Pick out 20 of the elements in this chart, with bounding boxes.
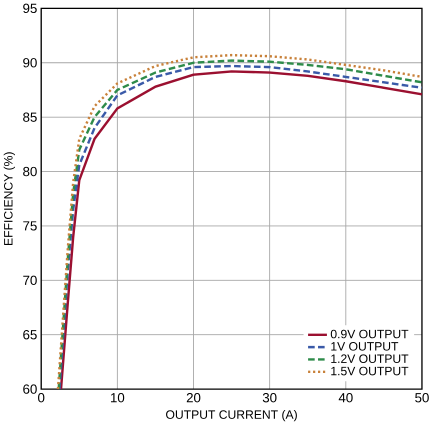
legend-label: 1.5V OUTPUT: [331, 366, 408, 376]
y-tick-label: 85: [23, 112, 37, 122]
x-tick-label: 20: [186, 393, 200, 402]
y-tick-label: 90: [23, 58, 37, 68]
x-tick-label: 10: [110, 393, 124, 402]
y-tick-label: 70: [23, 276, 37, 286]
y-tick-label: 60: [23, 384, 37, 394]
legend-label: 1V OUTPUT: [331, 342, 398, 351]
legend-label: 0.9V OUTPUT: [330, 330, 408, 338]
x-tick-label: 40: [338, 393, 353, 402]
legend-label: 1.2V OUTPUT: [331, 354, 408, 364]
x-tick-label: 50: [415, 393, 429, 402]
y-tick-label: 75: [23, 221, 37, 231]
y-tick-label: 95: [23, 4, 37, 14]
x-tick-label: 30: [262, 393, 277, 402]
y-tick-label: 65: [23, 330, 37, 340]
x-tick-label: 0: [38, 393, 44, 402]
x-axis-title: OUTPUT CURRENT (A): [166, 410, 297, 422]
y-tick-label: 80: [23, 166, 37, 176]
y-axis-title: EFFICIENCY (%): [4, 152, 15, 245]
